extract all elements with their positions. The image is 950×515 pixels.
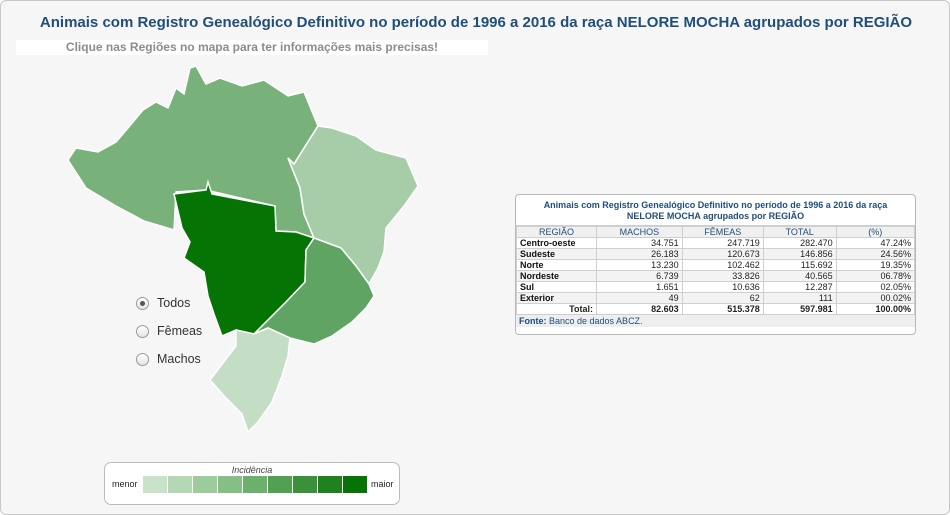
legend-min-label: menor bbox=[112, 479, 138, 489]
legend-swatch bbox=[168, 476, 193, 493]
radio-unchecked-icon[interactable] bbox=[136, 352, 149, 366]
total-label: Total: bbox=[516, 303, 597, 315]
brazil-region-map bbox=[67, 65, 419, 434]
filter-femeas-radio[interactable]: Fêmeas bbox=[136, 317, 202, 345]
region-table: REGIÃO MACHOS FÊMEAS TOTAL (%) Centro-oe… bbox=[516, 226, 915, 315]
row-percent: 19.35% bbox=[835, 259, 915, 271]
page-title: Animais com Registro Genealógico Definit… bbox=[39, 14, 913, 31]
row-percent: 24.56% bbox=[835, 248, 915, 260]
source-text: Banco de dados ABCZ. bbox=[546, 316, 643, 326]
table-row: Sudeste 26.183 120.673 146.856 24.56% bbox=[516, 248, 915, 260]
source-label: Fonte: bbox=[519, 316, 547, 326]
legend-swatch bbox=[318, 476, 343, 493]
incidence-legend: Incidência menor maior bbox=[104, 462, 400, 505]
row-region: Exterior bbox=[516, 292, 597, 304]
legend-swatch bbox=[193, 476, 218, 493]
row-femeas: 33.826 bbox=[681, 270, 764, 282]
row-region: Norte bbox=[516, 259, 597, 271]
region-data-table: Animais com Registro Genealógico Definit… bbox=[515, 194, 916, 335]
legend-max-label: maior bbox=[371, 479, 394, 489]
row-percent: 06.78% bbox=[835, 270, 915, 282]
legend-swatch bbox=[343, 476, 368, 493]
map-region-sudeste[interactable] bbox=[253, 237, 375, 345]
legend-title: Incidência bbox=[231, 465, 273, 475]
col-header-femeas: FÊMEAS bbox=[681, 226, 764, 238]
table-row: Norte 13.230 102.462 115.692 19.35% bbox=[516, 259, 915, 271]
row-total: 115.692 bbox=[762, 259, 837, 271]
table-row: Sul 1.651 10.636 12.287 02.05% bbox=[516, 281, 915, 293]
row-percent: 02.05% bbox=[835, 281, 915, 293]
row-region: Nordeste bbox=[516, 270, 597, 282]
legend-swatch bbox=[293, 476, 318, 493]
map-region-nordeste[interactable] bbox=[287, 125, 419, 286]
legend-swatch bbox=[143, 476, 168, 493]
filter-todos-radio[interactable]: Todos bbox=[136, 289, 202, 317]
row-total: 282.470 bbox=[762, 237, 837, 249]
map-region-sul[interactable] bbox=[209, 327, 291, 434]
col-header-regiao: REGIÃO bbox=[516, 226, 597, 238]
legend-swatch bbox=[268, 476, 293, 493]
radio-checked-icon[interactable] bbox=[136, 296, 149, 310]
row-femeas: 62 bbox=[681, 292, 764, 304]
row-machos: 1.651 bbox=[596, 281, 683, 293]
legend-swatch bbox=[243, 476, 268, 493]
row-femeas: 247.719 bbox=[681, 237, 764, 249]
row-total: 12.287 bbox=[762, 281, 837, 293]
row-total: 40.565 bbox=[762, 270, 837, 282]
row-percent: 47.24% bbox=[835, 237, 915, 249]
legend-color-scale bbox=[143, 476, 368, 493]
sex-filter-group: Todos Fêmeas Machos bbox=[136, 289, 202, 373]
filter-machos-label: Machos bbox=[157, 352, 201, 366]
total-femeas: 515.378 bbox=[681, 303, 764, 315]
total-percent: 100.00% bbox=[835, 303, 915, 315]
row-total: 111 bbox=[762, 292, 837, 304]
row-femeas: 10.636 bbox=[681, 281, 764, 293]
total-total: 597.981 bbox=[762, 303, 837, 315]
radio-unchecked-icon[interactable] bbox=[136, 324, 149, 338]
col-header-percent: (%) bbox=[835, 226, 915, 238]
total-machos: 82.603 bbox=[596, 303, 683, 315]
row-region: Sudeste bbox=[516, 248, 597, 260]
table-row: Centro-oeste 34.751 247.719 282.470 47.2… bbox=[516, 237, 915, 249]
row-machos: 13.230 bbox=[596, 259, 683, 271]
table-header-row: REGIÃO MACHOS FÊMEAS TOTAL (%) bbox=[516, 226, 915, 238]
map-instruction: Clique nas Regiões no mapa para ter info… bbox=[16, 40, 488, 55]
row-region: Centro-oeste bbox=[516, 237, 597, 249]
row-femeas: 102.462 bbox=[681, 259, 764, 271]
row-machos: 6.739 bbox=[596, 270, 683, 282]
row-femeas: 120.673 bbox=[681, 248, 764, 260]
col-header-total: TOTAL bbox=[762, 226, 837, 238]
filter-todos-label: Todos bbox=[157, 296, 191, 310]
filter-machos-radio[interactable]: Machos bbox=[136, 345, 202, 373]
table-title: Animais com Registro Genealógico Definit… bbox=[516, 195, 915, 226]
legend-swatch bbox=[218, 476, 243, 493]
table-row: Exterior 49 62 111 00.02% bbox=[516, 292, 915, 304]
row-percent: 00.02% bbox=[835, 292, 915, 304]
table-row: Nordeste 6.739 33.826 40.565 06.78% bbox=[516, 270, 915, 282]
row-machos: 26.183 bbox=[596, 248, 683, 260]
table-source: Fonte: Banco de dados ABCZ. bbox=[516, 315, 915, 327]
row-total: 146.856 bbox=[762, 248, 837, 260]
table-total-row: Total: 82.603 515.378 597.981 100.00% bbox=[516, 303, 915, 315]
row-machos: 49 bbox=[596, 292, 683, 304]
row-machos: 34.751 bbox=[596, 237, 683, 249]
row-region: Sul bbox=[516, 281, 597, 293]
filter-femeas-label: Fêmeas bbox=[157, 324, 203, 338]
col-header-machos: MACHOS bbox=[596, 226, 683, 238]
